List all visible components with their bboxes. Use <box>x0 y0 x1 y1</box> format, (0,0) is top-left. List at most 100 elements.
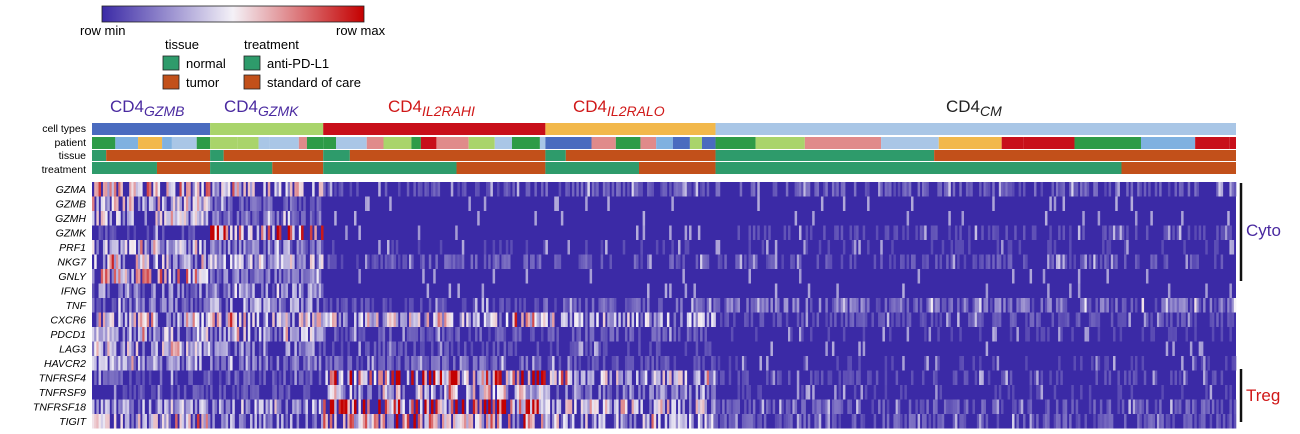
heatmap-cell <box>602 356 606 371</box>
heatmap-cell <box>1183 414 1186 429</box>
heatmap-cell <box>979 356 982 371</box>
heatmap-cell <box>223 414 226 429</box>
heatmap-cell <box>915 399 918 414</box>
heatmap-cell <box>823 182 826 197</box>
heatmap-cell <box>1029 414 1033 429</box>
heatmap-cell <box>241 225 244 240</box>
gene-label-tigit: TIGIT <box>59 416 87 428</box>
heatmap-cell <box>468 414 471 429</box>
heatmap-cell <box>92 399 95 414</box>
heatmap-cell <box>164 399 167 414</box>
heatmap-cell <box>1055 399 1059 414</box>
heatmap-cell <box>497 182 500 197</box>
heatmap-cell <box>188 356 191 371</box>
heatmap-cell <box>413 414 416 429</box>
heatmap-cell <box>278 312 282 327</box>
heatmap-cell <box>393 312 397 327</box>
heatmap-cell <box>582 254 586 269</box>
heatmap-cell <box>343 298 346 313</box>
heatmap-cell <box>1167 182 1171 197</box>
heatmap-cell <box>1229 312 1232 327</box>
heatmap-cell <box>499 327 502 342</box>
heatmap-cell <box>1145 225 1149 240</box>
heatmap-cell <box>545 182 548 197</box>
heatmap-cell <box>492 356 496 371</box>
heatmap-cell <box>382 341 386 356</box>
heatmap-cell <box>702 399 705 414</box>
heatmap-cell <box>157 182 161 197</box>
heatmap-cell <box>950 254 954 269</box>
heatmap-cell <box>560 312 564 327</box>
heatmap-cell <box>805 385 809 400</box>
heatmap-cell <box>1031 298 1035 313</box>
heatmap-cell <box>552 370 555 385</box>
heatmap-cell <box>205 414 209 429</box>
heatmap-cell <box>580 385 584 400</box>
heatmap-cell <box>996 298 1000 313</box>
heatmap-cell <box>96 211 99 226</box>
heatmap-cell <box>658 298 661 313</box>
heatmap-cell <box>102 312 106 327</box>
heatmap-cell <box>172 211 176 226</box>
heatmap-cell <box>232 327 235 342</box>
heatmap-cell <box>118 370 121 385</box>
heatmap-cell <box>1183 370 1186 385</box>
heatmap-cell <box>265 341 269 356</box>
heatmap-cell <box>640 182 643 197</box>
heatmap-cell <box>636 182 639 197</box>
heatmap-cell <box>453 385 456 400</box>
heatmap-cell <box>695 182 699 197</box>
heatmap-cell <box>351 327 355 342</box>
heatmap-cell <box>1003 254 1006 269</box>
heatmap-cell <box>247 254 251 269</box>
heatmap-cell <box>700 327 703 342</box>
heatmap-cell <box>957 298 960 313</box>
heatmap-cell <box>1029 399 1033 414</box>
heatmap-cell <box>660 399 663 414</box>
heatmap-cell <box>655 341 659 356</box>
heatmap-cell <box>236 211 240 226</box>
heatmap-cell <box>1064 312 1068 327</box>
heatmap-cell <box>411 370 414 385</box>
heatmap-cell <box>523 385 526 400</box>
heatmap-cell <box>558 399 562 414</box>
heatmap-cell <box>223 283 226 298</box>
heatmap-cell <box>501 254 504 269</box>
heatmap-cell <box>651 356 654 371</box>
heatmap-cell <box>278 225 282 240</box>
heatmap-cell <box>415 327 419 342</box>
heatmap-cell <box>963 254 967 269</box>
heatmap-cell <box>124 283 128 298</box>
heatmap-cell <box>908 399 912 414</box>
heatmap-cell <box>1106 414 1109 429</box>
heatmap-cell <box>258 341 262 356</box>
heatmap-cell <box>697 225 701 240</box>
heatmap-cell <box>671 254 674 269</box>
heatmap-cell <box>472 399 476 414</box>
heatmap-cell <box>510 240 513 255</box>
heatmap-cell <box>640 356 643 371</box>
heatmap-cell <box>216 196 220 211</box>
heatmap-cell <box>177 283 180 298</box>
heatmap-cell <box>629 370 632 385</box>
heatmap-cell <box>774 283 778 298</box>
heatmap-cell <box>389 414 392 429</box>
heatmap-cell <box>1165 254 1169 269</box>
heatmap-cell <box>272 225 275 240</box>
heatmap-cell <box>225 414 229 429</box>
heatmap-cell <box>768 254 771 269</box>
heatmap-cell <box>702 182 705 197</box>
heatmap-cell <box>305 312 308 327</box>
heatmap-cell <box>218 254 222 269</box>
heatmap-cell <box>105 312 108 327</box>
patient-segment <box>298 137 307 149</box>
heatmap-cell <box>389 385 392 400</box>
heatmap-cell <box>1082 254 1085 269</box>
heatmap-cell <box>109 312 112 327</box>
heatmap-cell <box>983 399 986 414</box>
heatmap-cell <box>585 399 588 414</box>
heatmap-cell <box>675 370 679 385</box>
heatmap-cell <box>323 327 326 342</box>
heatmap-cell <box>468 385 471 400</box>
heatmap-cell <box>1148 182 1151 197</box>
